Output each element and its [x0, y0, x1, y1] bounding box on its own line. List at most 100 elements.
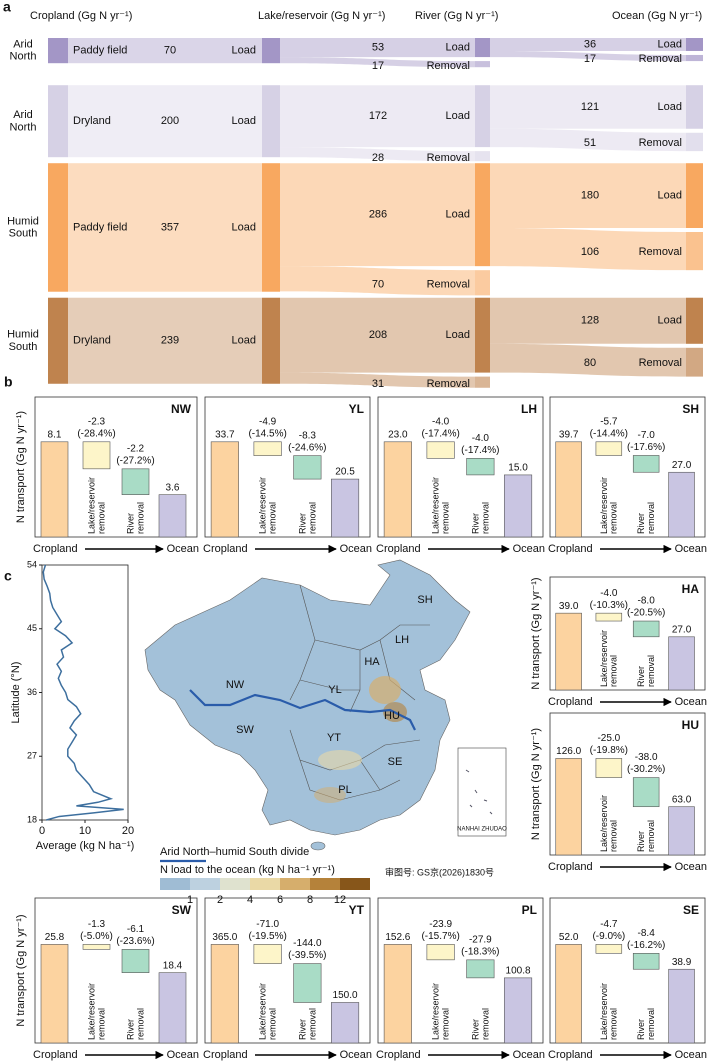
divide-legend-label: Arid North–humid South divide	[160, 846, 309, 858]
ocean-bar	[330, 1002, 360, 1044]
removal-flow	[280, 147, 475, 162]
category-label: Cropland	[33, 1049, 78, 1061]
value-label: 39.0	[559, 601, 579, 612]
load-label: Load	[658, 315, 682, 327]
removal-flow	[490, 50, 686, 62]
value-label: -4.7	[600, 919, 618, 930]
load-label: Load	[446, 329, 470, 341]
divide-line	[189, 689, 416, 731]
colorbar-swatch	[310, 878, 340, 890]
river-removal-node	[475, 270, 490, 296]
value-label: -1.3	[88, 919, 106, 930]
value-label: 27.0	[672, 624, 692, 635]
panel-letter: b	[4, 374, 13, 390]
lake-node	[262, 85, 280, 158]
inset-label: NANHAI ZHUDAO	[457, 827, 507, 833]
category-label: Riverremoval	[637, 1008, 657, 1040]
panel-frame	[34, 396, 198, 538]
map-outline	[144, 559, 471, 836]
river-removal-bar	[293, 963, 322, 1003]
removal-label: Removal	[427, 279, 470, 291]
value-label: -6.1	[127, 924, 145, 935]
ocean-removal-node	[686, 54, 703, 62]
value-label: -8.3	[299, 430, 317, 441]
river-removal-bar	[121, 949, 150, 973]
value-label: 200	[161, 115, 179, 127]
region-label: HU	[384, 710, 400, 722]
category-label: Lake/reservoirremoval	[599, 477, 619, 534]
load-label: Load	[232, 335, 256, 347]
value-label: -5.7	[600, 416, 618, 427]
value-label: -144.0	[293, 938, 322, 949]
column-header: Cropland (Gg N yr⁻¹)	[30, 10, 132, 22]
approval-number: 审图号: GS京(2026)1830号	[385, 866, 494, 877]
region-label: HA	[364, 656, 380, 668]
ocean-removal-node	[686, 347, 703, 377]
ocean-removal-node	[686, 132, 703, 152]
value-label: 18.4	[163, 960, 183, 971]
panel-frame	[549, 396, 706, 538]
river-removal-bar	[632, 777, 660, 808]
y-axis-label: N transport (Gg N yr⁻¹)	[15, 411, 27, 523]
region-label: LH	[395, 634, 409, 646]
value-label: 52.0	[559, 932, 579, 943]
category-label: Lake/reservoirremoval	[599, 795, 619, 852]
percent-label: (-24.6%)	[288, 442, 326, 453]
x-axis-label: Average (kg N ha⁻¹)	[36, 840, 135, 852]
region-label: PL	[338, 784, 351, 796]
region-label: SH	[417, 594, 432, 606]
value-label: 100.8	[506, 966, 531, 977]
panel-frame	[204, 396, 371, 538]
ocean-bar	[668, 806, 695, 856]
inset-frame	[457, 747, 507, 837]
category-label: Ocean	[340, 1049, 372, 1061]
column-header: River (Gg N yr⁻¹)	[415, 10, 498, 22]
value-label: -4.0	[600, 588, 618, 599]
load-label: Load	[232, 221, 256, 233]
river-removal-bar	[632, 953, 660, 970]
category-label: Lake/reservoirremoval	[431, 983, 451, 1040]
lake-node	[262, 297, 280, 384]
value-label: 20.5	[335, 467, 355, 478]
removal-label: Removal	[427, 152, 470, 164]
colorbar-tick-label: 6	[277, 894, 283, 906]
value-label: -2.2	[127, 443, 145, 454]
ocean-removal-node	[686, 232, 703, 271]
colorbar-swatch	[340, 878, 370, 890]
load-label: Load	[658, 38, 682, 50]
category-label: Ocean	[675, 1049, 707, 1061]
profile-line	[42, 564, 124, 821]
lake-removal-bar	[82, 441, 111, 470]
cropland-bar	[210, 441, 239, 538]
y-tick-label: 27	[27, 751, 37, 761]
value-label: 70	[164, 45, 176, 57]
percent-label: (-14.4%)	[590, 428, 628, 439]
cropland-bar	[40, 441, 69, 538]
lake-removal-bar	[253, 944, 282, 964]
ocean-bar	[503, 474, 533, 538]
x-tick-label: 0	[39, 825, 45, 837]
ocean-load-node	[686, 38, 703, 51]
region-label: Humid South	[7, 215, 39, 239]
panel-frame	[204, 897, 371, 1044]
source-label: Paddy field	[73, 45, 127, 57]
source-label: Dryland	[73, 115, 111, 127]
value-label: 39.7	[559, 429, 579, 440]
value-label: 15.0	[508, 463, 528, 474]
lake-removal-bar	[426, 441, 455, 459]
panel-title: YT	[349, 903, 365, 917]
cropland-bar	[555, 758, 582, 856]
hainan	[310, 841, 326, 851]
load-label: Load	[232, 115, 256, 127]
category-label: Lake/reservoirremoval	[431, 477, 451, 534]
river-removal-bar	[632, 455, 660, 473]
region-label: NW	[226, 679, 245, 691]
value-label: 172	[369, 110, 387, 122]
panel-title: YL	[349, 402, 364, 416]
value-label: 53	[372, 41, 384, 53]
column-header: Ocean (Gg N yr⁻¹)	[612, 10, 702, 22]
value-label: 31	[372, 378, 384, 390]
load-label: Load	[446, 41, 470, 53]
category-label: Riverremoval	[471, 502, 491, 534]
river-load-node	[475, 163, 490, 267]
